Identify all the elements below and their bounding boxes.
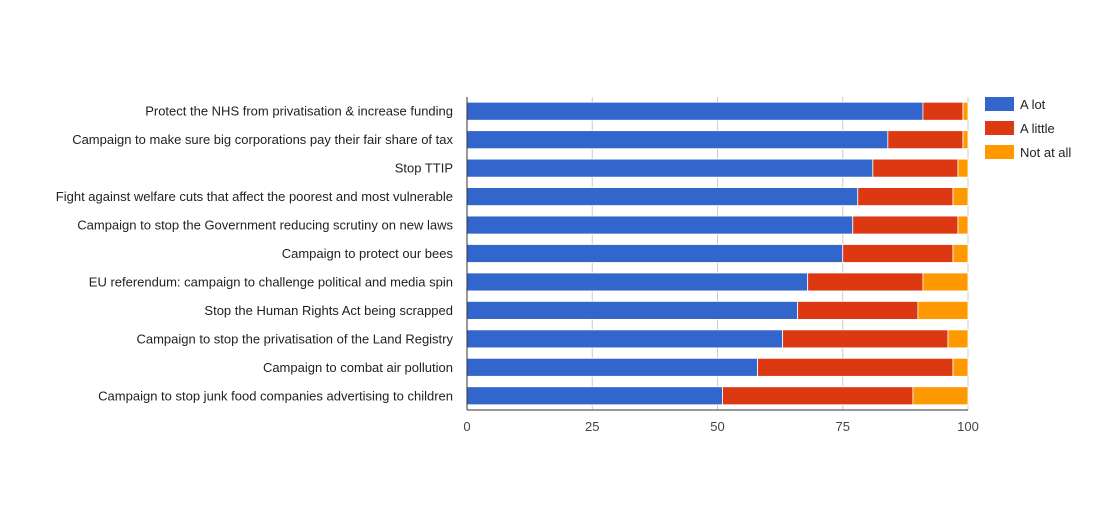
bar-segment <box>952 244 969 263</box>
bar-segment <box>957 215 969 235</box>
x-tick-label: 25 <box>585 419 599 434</box>
legend-label: A little <box>1020 121 1055 136</box>
x-tick-label: 100 <box>957 419 979 434</box>
axes <box>466 97 968 411</box>
bar-segment <box>466 187 859 206</box>
bar-segment <box>466 130 889 150</box>
category-label: EU referendum: campaign to challenge pol… <box>89 274 453 289</box>
category-label: Campaign to stop junk food companies adv… <box>98 388 453 403</box>
bar-segment <box>722 386 914 406</box>
category-label: Stop the Human Rights Act being scrapped <box>204 303 453 318</box>
bar-segment <box>466 101 924 121</box>
bar-segment <box>466 301 799 320</box>
bar-segment <box>922 272 969 292</box>
x-tick-label: 50 <box>710 419 724 434</box>
category-label: Campaign to combat air pollution <box>263 360 453 375</box>
legend-label: Not at all <box>1020 145 1071 160</box>
bar-segment <box>757 357 954 377</box>
bars <box>466 101 969 406</box>
bar-segment <box>842 244 954 263</box>
bar-segment <box>872 158 959 178</box>
bar-segment <box>466 329 784 349</box>
category-labels: Protect the NHS from privatisation & inc… <box>56 104 454 404</box>
category-label: Campaign to protect our bees <box>282 246 454 261</box>
bar-segment <box>887 130 964 150</box>
x-tick-labels: 0 25 50 75 100 <box>463 419 978 434</box>
bar-segment <box>952 187 969 206</box>
legend-label: A lot <box>1020 97 1046 112</box>
category-label: Fight against welfare cuts that affect t… <box>56 189 453 204</box>
bar-segment <box>947 329 969 349</box>
bar-segment <box>466 158 874 178</box>
bar-segment <box>466 386 723 406</box>
category-label: Campaign to stop the privatisation of th… <box>136 331 453 346</box>
bar-segment <box>797 301 919 320</box>
category-label: Protect the NHS from privatisation & inc… <box>145 104 453 119</box>
bar-segment <box>852 215 959 235</box>
bar-segment <box>466 244 844 263</box>
bar-segment <box>952 357 969 377</box>
x-tick-label: 0 <box>463 419 470 434</box>
bar-segment <box>857 187 954 206</box>
bar-segment <box>962 101 969 121</box>
bar-segment <box>917 301 969 320</box>
bar-segment <box>912 386 969 406</box>
bar-segment <box>466 215 854 235</box>
bar-segment <box>466 272 809 292</box>
bar-segment <box>466 357 758 377</box>
legend-swatch <box>985 121 1014 135</box>
bar-segment <box>962 130 969 150</box>
category-label: Campaign to stop the Government reducing… <box>77 218 453 233</box>
legend: A lot A little Not at all <box>985 97 1071 160</box>
bar-segment <box>807 272 924 292</box>
legend-swatch <box>985 97 1014 111</box>
bar-segment <box>782 329 949 349</box>
bar-segment <box>922 101 964 121</box>
bar-segment <box>957 158 969 178</box>
legend-swatch <box>985 145 1014 159</box>
category-label: Stop TTIP <box>395 161 453 176</box>
x-tick-label: 75 <box>836 419 850 434</box>
category-label: Campaign to make sure big corporations p… <box>72 132 453 147</box>
